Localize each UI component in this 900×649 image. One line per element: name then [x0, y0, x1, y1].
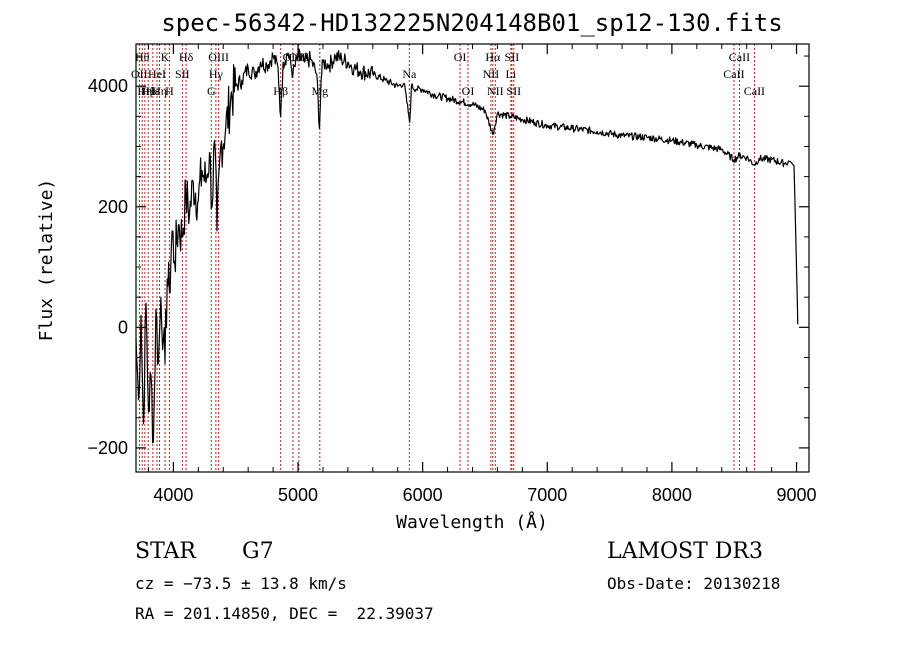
- reference-line-label-23: NII: [487, 84, 504, 98]
- y-tick-label-0: −200: [87, 438, 128, 458]
- x-axis-label: Wavelength (Å): [396, 511, 548, 533]
- x-tick-label-0: 4000: [153, 485, 193, 505]
- reference-line-label-1: Hθ: [135, 50, 150, 64]
- reference-line-label-18: Na: [402, 67, 417, 81]
- reference-line-label-10: Hδ: [179, 50, 194, 64]
- object-type: STAR: [135, 539, 196, 564]
- reference-line-label-26: SII: [506, 84, 521, 98]
- x-tick-label-4: 8000: [652, 485, 692, 505]
- reference-line-label-2: Hη: [137, 84, 152, 98]
- y-tick-label-3: 4000: [88, 76, 128, 96]
- reference-lines: [138, 44, 755, 472]
- spectral-class: G7: [242, 539, 274, 564]
- reference-line-label-27: CaII: [723, 67, 744, 81]
- y-axis-ticks: −200 0 200 4000: [87, 55, 809, 458]
- reference-line-label-20: OI: [462, 84, 475, 98]
- reference-line-labels: OIIHθHηHθHεHeIHηKHSIIHδGHγOIIIHβOIIIOIII…: [131, 50, 765, 98]
- reference-line-label-0: OII: [131, 67, 148, 81]
- reference-line-label-11: G: [207, 84, 216, 98]
- reference-line-label-8: H: [165, 84, 174, 98]
- plot-frame: [135, 43, 810, 473]
- reference-line-label-9: SII: [175, 67, 190, 81]
- reference-line-label-6: Hη: [152, 84, 167, 98]
- reference-line-label-13: OIII: [208, 50, 229, 64]
- reference-line-label-5: HeI: [148, 67, 166, 81]
- y-axis-label: Flux (relative): [36, 179, 57, 342]
- y-tick-label-1: 0: [118, 317, 128, 337]
- x-tick-label-3: 7000: [527, 485, 567, 505]
- reference-line-label-24: Li: [506, 67, 517, 81]
- redshift-value: cz = −73.5 ± 13.8 km/s: [135, 574, 347, 593]
- reference-line-label-4: Hε: [146, 84, 160, 98]
- reference-line-label-21: NII: [483, 67, 500, 81]
- reference-line-label-19: OI: [454, 50, 467, 64]
- reference-line-label-14: Hβ: [273, 84, 288, 98]
- spectrum-series-line: [135, 48, 799, 444]
- reference-line-label-29: CaII: [744, 84, 765, 98]
- obs-date: Obs-Date: 20130218: [607, 574, 781, 593]
- x-tick-label-2: 6000: [403, 485, 443, 505]
- reference-line-label-25: SII: [505, 50, 520, 64]
- reference-line-label-7: K: [161, 50, 170, 64]
- y-tick-label-2: 200: [98, 197, 128, 217]
- x-tick-label-5: 9000: [777, 485, 817, 505]
- reference-line-label-3: Hθ: [141, 84, 156, 98]
- survey-name: LAMOST DR3: [607, 539, 763, 564]
- coordinates: RA = 201.14850, DEC = 22.39037: [135, 604, 434, 623]
- reference-line-label-22: Hα: [485, 50, 501, 64]
- reference-line-label-12: Hγ: [209, 67, 224, 81]
- x-axis-ticks: 4000 5000 6000 7000 8000 9000: [147, 44, 817, 505]
- chart-title: spec-56342-HD132225N204148B01_sp12-130.f…: [161, 9, 782, 37]
- x-tick-label-1: 5000: [278, 485, 318, 505]
- reference-line-label-28: CaII: [729, 50, 750, 64]
- reference-line-label-17: Mg: [311, 84, 328, 98]
